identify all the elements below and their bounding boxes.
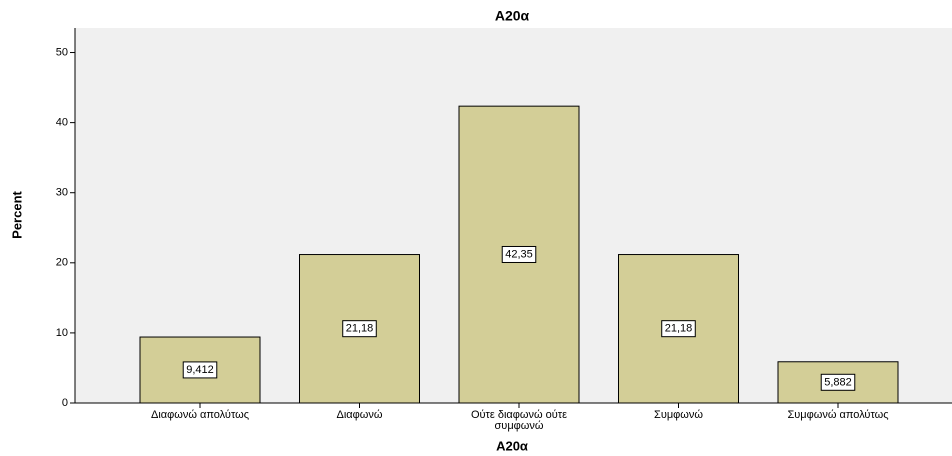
x-tick-label: Συμφωνώ απολύτως [787, 409, 889, 421]
x-tick-label: Ούτε διαφωνώ ούτε συμφωνώ [470, 409, 568, 432]
y-tick-label: 30 [56, 187, 68, 199]
value-label: 5,882 [824, 376, 852, 388]
x-tick-label: Διαφωνώ απολύτως [150, 409, 250, 421]
value-label-box [182, 361, 218, 379]
value-label: 21,18 [346, 323, 374, 335]
value-label-box [501, 245, 537, 263]
y-tick-label: 10 [56, 327, 68, 339]
value-label: 21,18 [665, 323, 693, 335]
value-label-box [661, 320, 696, 338]
y-tick-label: 0 [62, 397, 68, 409]
value-label-box [820, 373, 856, 391]
y-tick-label: 20 [56, 257, 68, 269]
y-tick-label: 40 [56, 117, 68, 129]
y-axis-title: Percent [9, 190, 24, 238]
chart-title: A20α [495, 8, 530, 24]
x-axis-title: A20α [496, 438, 528, 453]
x-tick-label: Συμφωνώ [654, 409, 703, 421]
value-label-box [342, 320, 377, 338]
y-tick-label: 50 [56, 46, 68, 58]
value-label: 42,35 [505, 248, 533, 260]
value-label: 9,412 [186, 364, 214, 376]
x-tick-label: Διαφωνώ [336, 409, 383, 421]
